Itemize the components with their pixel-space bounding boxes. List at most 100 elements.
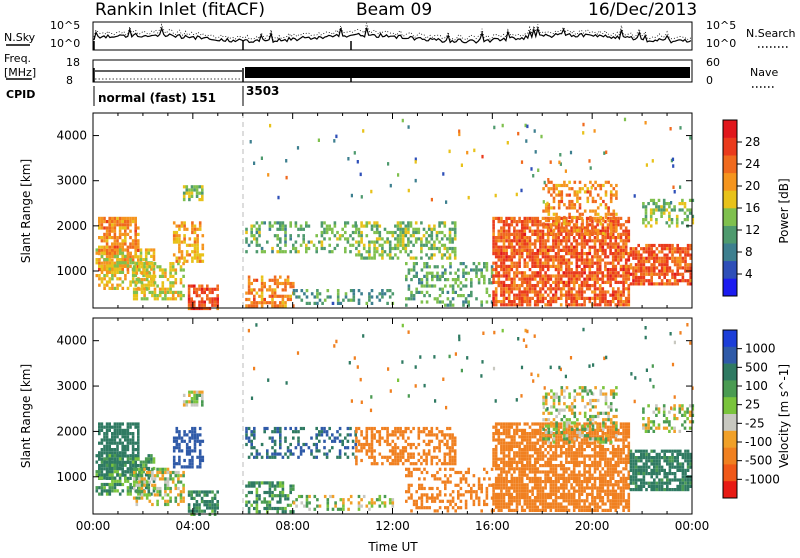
range-time-cell [186,228,189,231]
range-time-cell [407,237,410,240]
range-time-cell [405,468,408,471]
range-time-cell [188,188,191,191]
range-time-cell [347,427,350,430]
range-time-cell [583,265,586,268]
range-time-cell [505,442,508,445]
range-time-cell [563,203,566,206]
range-time-cell [111,217,114,220]
range-time-cell [410,221,413,224]
range-time-cell [478,278,481,281]
range-time-cell [542,246,545,249]
range-time-cell [176,234,179,237]
range-time-cell [594,200,597,203]
range-time-cell [256,250,259,253]
range-time-cell [565,294,568,297]
range-time-cell [511,442,514,445]
range-time-cell [360,221,363,224]
range-time-cell [176,257,179,260]
range-time-cell [560,281,563,284]
range-time-cell [525,139,527,143]
range-time-cell [368,257,371,260]
range-time-cell [399,237,402,240]
range-time-cell [605,206,608,209]
range-time-cell [526,274,529,277]
range-time-cell [565,242,568,245]
range-time-cell [248,244,251,247]
range-time-cell [172,275,175,278]
range-time-cell [607,303,610,306]
range-time-cell [584,232,587,235]
range-time-cell [271,225,274,228]
range-time-cell [521,160,523,164]
range-time-cell [177,294,180,297]
range-time-cell [676,273,679,276]
range-time-cell [553,187,556,190]
range-time-cell [550,255,553,258]
range-time-cell [447,506,450,509]
range-time-cell [431,198,433,202]
range-time-cell [276,501,279,504]
range-time-cell [186,244,189,247]
range-time-cell [373,253,376,256]
range-time-cell [336,244,339,247]
range-time-cell [526,217,529,220]
range-time-cell [563,274,566,277]
range-time-cell [498,422,501,425]
range-time-cell [248,276,251,279]
range-time-cell [379,237,382,240]
range-time-cell [542,230,545,233]
range-time-cell [566,229,569,232]
range-time-cell [176,462,179,465]
range-time-cell [202,244,205,247]
range-time-cell [521,242,524,245]
range-time-cell [186,446,189,449]
range-time-cell [295,427,298,430]
range-time-cell [108,220,111,223]
range-time-cell [292,485,295,488]
range-time-cell [661,257,664,260]
range-time-cell [529,284,532,287]
range-time-cell [648,279,651,282]
range-time-cell [666,254,669,257]
range-time-cell [500,493,503,496]
range-time-cell [568,246,571,249]
range-time-cell [441,291,444,294]
range-time-cell [505,464,508,467]
range-time-cell [308,225,311,228]
range-time-cell [295,498,298,501]
range-time-cell [570,297,573,300]
range-time-cell [300,453,303,456]
range-time-cell [297,430,300,433]
range-time-cell [513,265,516,268]
range-time-cell [274,276,277,279]
range-time-cell [503,470,506,473]
range-time-cell [387,162,389,166]
range-time-cell [570,262,573,265]
range-time-cell [505,483,508,486]
range-time-cell [438,440,441,443]
range-time-cell [615,236,618,239]
range-time-cell [470,493,473,496]
range-time-cell [668,218,671,221]
range-time-cell [460,281,463,284]
range-time-cell [565,262,568,265]
range-time-cell [581,287,584,290]
range-time-cell [178,459,181,462]
range-time-cell [617,262,620,265]
range-time-cell [500,236,503,239]
range-time-cell [121,429,124,432]
range-time-cell [524,422,527,425]
range-time-cell [211,301,214,304]
range-time-cell [524,226,527,229]
range-time-cell [425,443,428,446]
range-time-cell [592,232,595,235]
range-time-cell [284,231,287,234]
range-time-cell [426,506,429,509]
range-time-cell [106,483,109,486]
range-time-cell [305,221,308,224]
range-time-cell [116,268,119,271]
range-time-cell [516,236,519,239]
range-time-cell [516,445,519,448]
range-time-cell [390,184,392,188]
range-time-cell [498,217,501,220]
